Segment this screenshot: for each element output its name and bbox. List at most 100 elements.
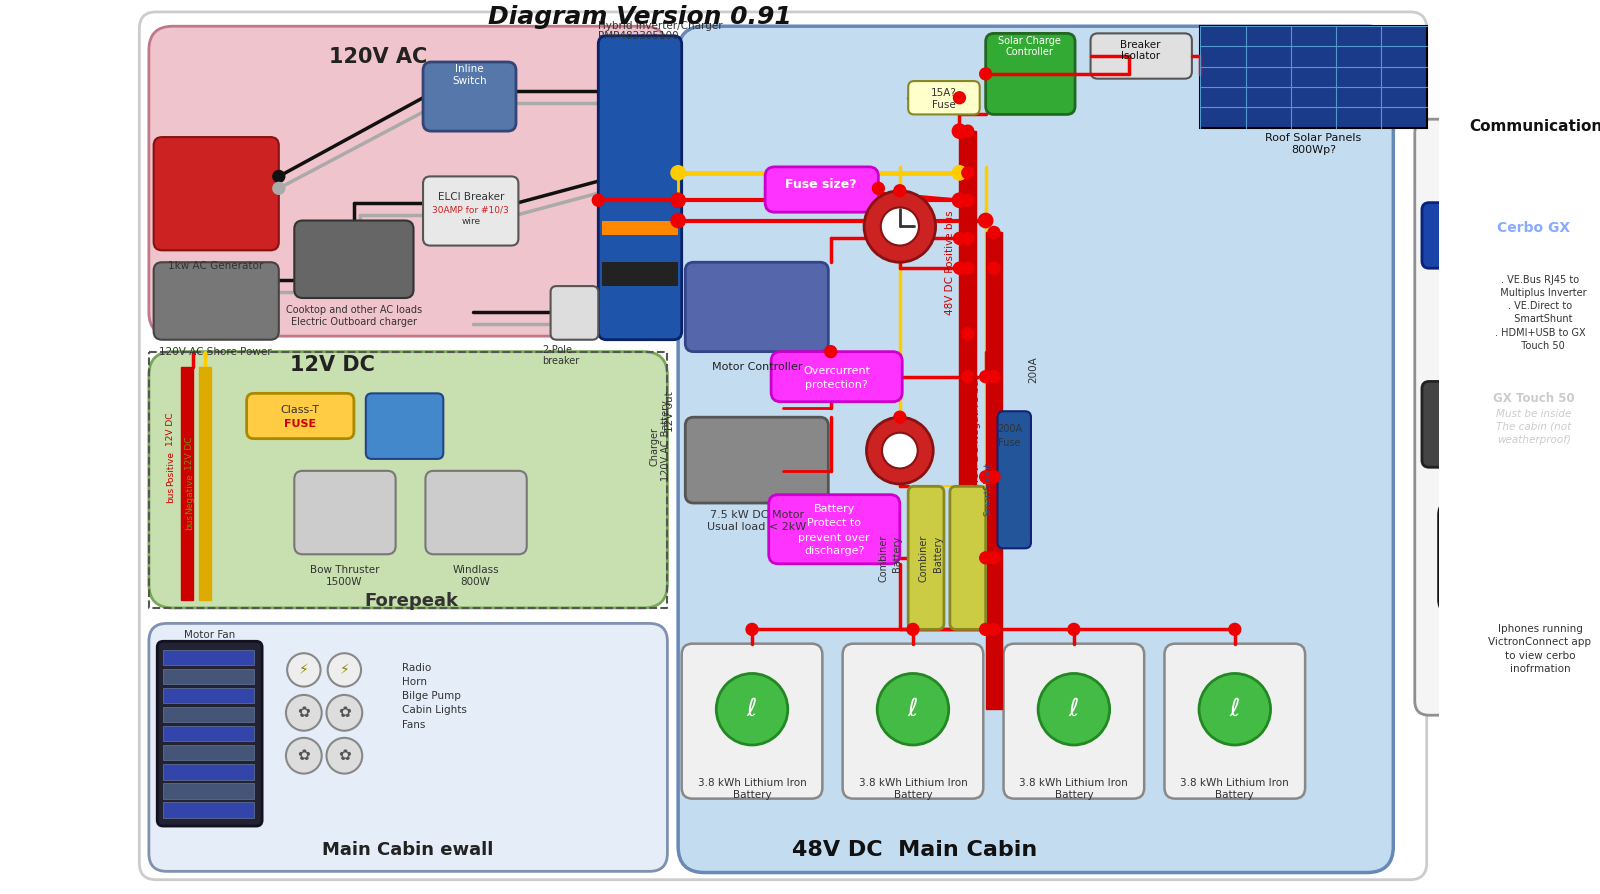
Text: 48V DC Negative bus: 48V DC Negative bus [971,374,981,485]
FancyBboxPatch shape [426,471,526,554]
Circle shape [864,190,936,262]
Text: wire: wire [461,217,480,226]
Text: 200A: 200A [997,424,1022,434]
Text: inofrmation: inofrmation [1510,663,1570,674]
Circle shape [894,185,906,197]
Text: Battery: Battery [894,790,933,800]
Text: Battery: Battery [813,504,854,514]
Text: VictronConnect app: VictronConnect app [1488,637,1592,647]
Circle shape [907,623,918,636]
Text: prevent over: prevent over [798,533,870,543]
FancyBboxPatch shape [154,137,278,250]
Circle shape [1067,623,1080,636]
Text: Motor Fan: Motor Fan [184,630,235,640]
FancyBboxPatch shape [149,623,667,872]
Text: GX Touch 50: GX Touch 50 [1493,392,1574,405]
Circle shape [286,654,320,687]
Bar [198,367,211,600]
Text: Charger: Charger [650,427,659,467]
Text: 800Wp?: 800Wp? [1291,145,1336,156]
FancyBboxPatch shape [1003,644,1144,798]
Text: Fuse: Fuse [998,438,1021,449]
Circle shape [717,673,787,745]
Bar [163,707,254,722]
Circle shape [954,232,965,244]
Circle shape [274,182,285,194]
Circle shape [954,262,965,274]
Text: 3.8 kWh Lithium Iron: 3.8 kWh Lithium Iron [698,778,806,789]
Text: Fuse size?: Fuse size? [786,178,858,191]
FancyBboxPatch shape [1165,644,1306,798]
Text: Solar Charge: Solar Charge [998,36,1061,46]
FancyBboxPatch shape [1414,119,1600,715]
Text: ELCI Breaker: ELCI Breaker [437,191,504,202]
Text: Main Cabin ewall: Main Cabin ewall [322,841,493,859]
Text: . VE.Direct to: . VE.Direct to [1507,301,1573,311]
Bar [163,764,254,780]
Bar [602,262,678,286]
Text: Battery: Battery [933,536,942,572]
Circle shape [962,194,974,207]
Text: PMP482305100: PMP482305100 [598,30,678,41]
Text: Roof Solar Panels: Roof Solar Panels [1266,133,1362,143]
Text: Hybrid Inverter/Charger: Hybrid Inverter/Charger [598,21,723,31]
Text: ✿: ✿ [338,705,350,721]
Text: weatherproof): weatherproof) [1498,434,1571,445]
Circle shape [962,167,974,179]
Text: Cabin Lights: Cabin Lights [402,705,467,715]
Text: 7.5 kW DC Motor: 7.5 kW DC Motor [710,510,803,520]
Circle shape [989,371,1000,383]
Circle shape [670,193,685,207]
Text: 3.8 kWh Lithium Iron: 3.8 kWh Lithium Iron [859,778,968,789]
Text: Class-T: Class-T [280,405,320,415]
Text: Iphones running: Iphones running [1498,624,1582,635]
Bar [163,745,254,761]
Text: Touch 50: Touch 50 [1515,341,1565,350]
FancyBboxPatch shape [997,411,1030,548]
Circle shape [989,471,1000,483]
Bar [163,783,254,798]
FancyBboxPatch shape [950,486,986,629]
Text: ℓ: ℓ [1230,697,1240,721]
Text: Radio: Radio [402,662,430,672]
Text: Protect to: Protect to [808,519,861,528]
FancyBboxPatch shape [294,471,395,554]
Text: 3.8 kWh Lithium Iron: 3.8 kWh Lithium Iron [1019,778,1128,789]
FancyBboxPatch shape [1091,33,1192,79]
FancyBboxPatch shape [1422,382,1600,468]
FancyBboxPatch shape [422,62,517,131]
Text: SmartShunt: SmartShunt [1507,315,1573,325]
Circle shape [746,623,758,636]
Circle shape [989,262,1000,274]
Text: Combiner: Combiner [918,535,928,581]
Text: 12V DC: 12V DC [186,436,194,469]
Text: Forepeak: Forepeak [365,592,458,610]
Circle shape [326,738,362,773]
FancyBboxPatch shape [1422,203,1600,268]
FancyBboxPatch shape [550,286,598,340]
Text: 3.8 kWh Lithium Iron: 3.8 kWh Lithium Iron [1181,778,1290,789]
Text: Controller: Controller [1006,47,1054,57]
FancyBboxPatch shape [154,262,278,340]
Text: 48V DC Positive bus: 48V DC Positive bus [946,210,955,315]
Circle shape [952,124,966,139]
FancyBboxPatch shape [422,176,518,246]
Circle shape [962,125,974,137]
FancyBboxPatch shape [765,167,878,212]
Bar [181,367,194,600]
Bar [163,802,254,818]
FancyBboxPatch shape [768,494,899,564]
Circle shape [962,371,974,383]
Circle shape [877,673,949,745]
Bar [1451,510,1600,604]
Text: ⚡: ⚡ [339,663,349,677]
Circle shape [1198,673,1270,745]
Bar [960,131,976,525]
Text: Cerbo GX: Cerbo GX [1498,221,1571,234]
Text: . VE.Bus RJ45 to: . VE.Bus RJ45 to [1501,275,1579,285]
Text: Battery: Battery [893,536,902,572]
Text: Bilge Pump: Bilge Pump [402,691,461,701]
FancyBboxPatch shape [771,351,902,401]
FancyBboxPatch shape [685,262,829,351]
Circle shape [989,623,1000,636]
